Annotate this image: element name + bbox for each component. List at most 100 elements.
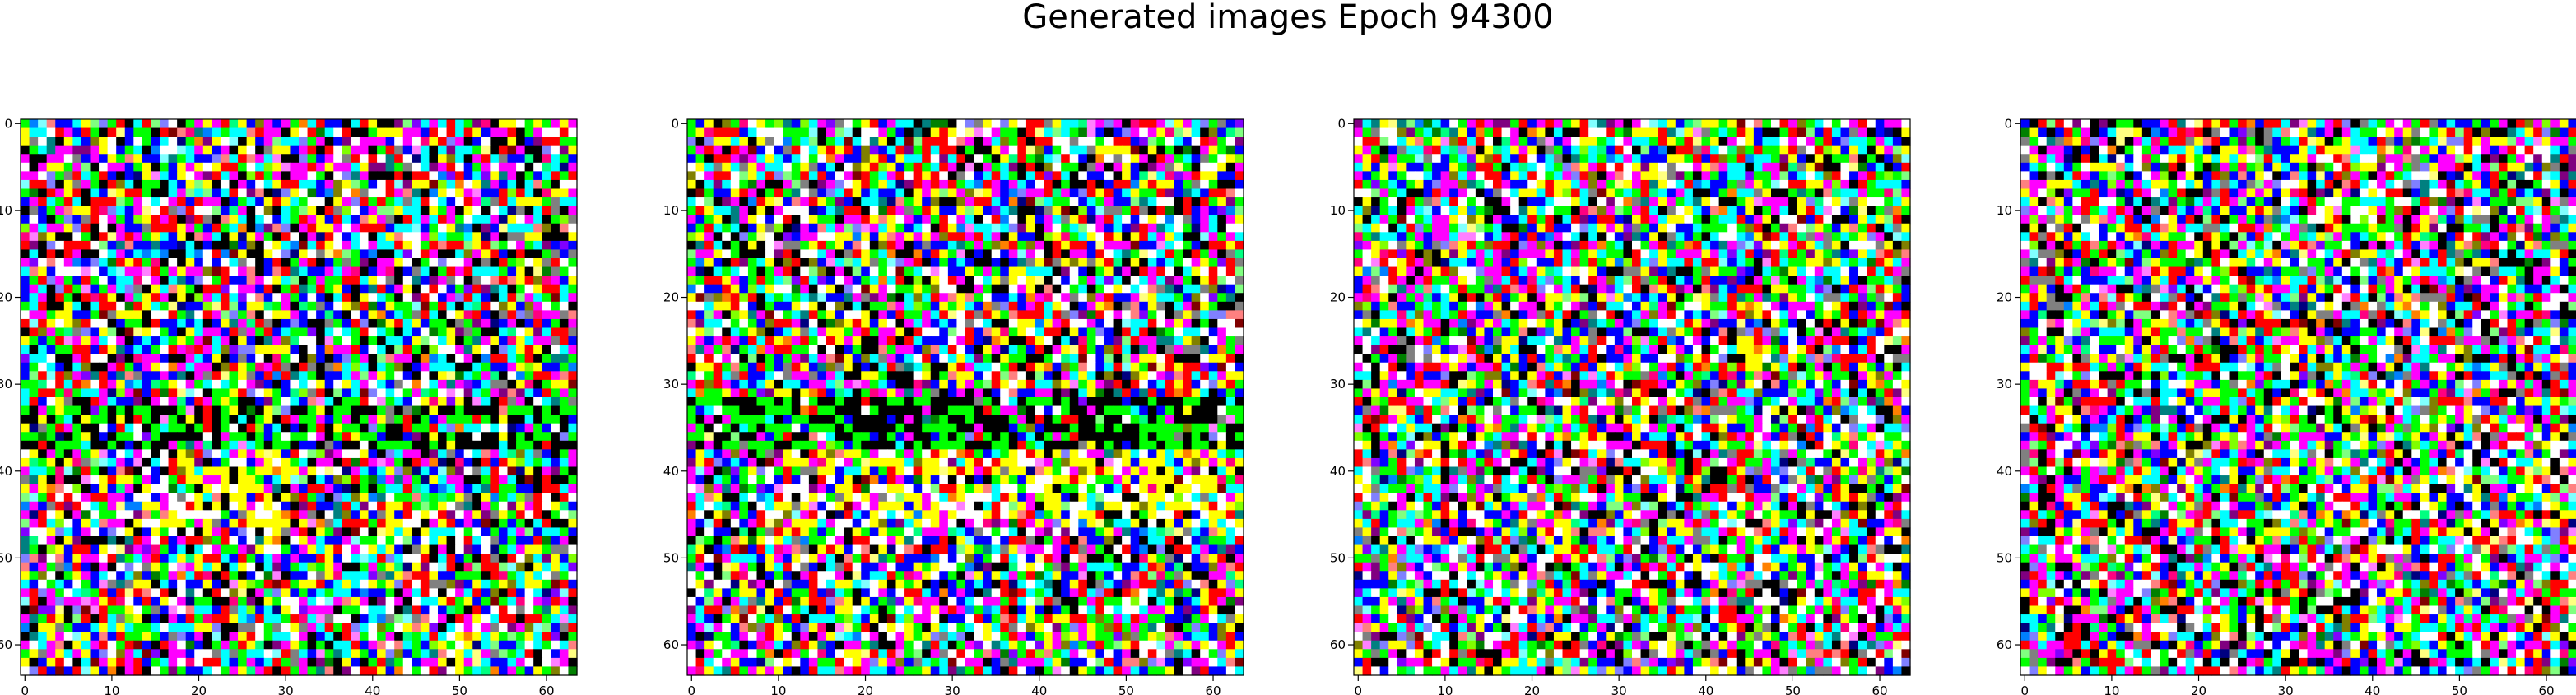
pixel: [72, 301, 82, 311]
pixel: [220, 293, 230, 303]
pixel: [878, 223, 888, 233]
pixel: [956, 223, 966, 233]
pixel: [177, 501, 187, 511]
pixel: [142, 145, 152, 155]
pixel: [342, 145, 351, 155]
pixel: [455, 554, 465, 563]
pixel: [438, 354, 448, 364]
pixel: [38, 397, 48, 407]
pixel: [351, 466, 360, 476]
pixel: [429, 171, 439, 181]
pixel: [481, 301, 491, 311]
pixel: [377, 544, 387, 554]
pixel: [463, 405, 473, 415]
pixel: [377, 640, 387, 650]
pixel: [1061, 206, 1071, 215]
pixel: [194, 554, 204, 563]
pixel: [800, 137, 810, 146]
pixel: [81, 206, 91, 215]
pixel: [481, 501, 491, 511]
pixel: [568, 318, 578, 329]
pixel: [316, 119, 326, 129]
pixel: [90, 544, 100, 554]
pixel: [263, 596, 273, 607]
pixel: [81, 614, 91, 624]
pixel: [368, 336, 378, 346]
pixel: [861, 137, 871, 146]
pixel: [359, 397, 370, 407]
pixel: [368, 249, 378, 259]
pixel: [116, 484, 126, 493]
pixel: [202, 127, 212, 137]
pixel: [808, 223, 819, 233]
pixel: [844, 119, 853, 129]
pixel: [385, 484, 395, 493]
pixel: [377, 284, 387, 294]
pixel: [160, 354, 170, 364]
pixel: [81, 276, 91, 285]
pixel: [359, 345, 370, 354]
pixel: [507, 310, 517, 320]
pixel: [886, 162, 897, 172]
pixel: [21, 596, 30, 607]
pixel: [46, 310, 56, 320]
pixel: [446, 293, 456, 303]
pixel: [238, 154, 248, 164]
pixel: [333, 501, 343, 511]
pixel: [229, 605, 239, 615]
pixel: [151, 179, 160, 190]
pixel: [142, 475, 152, 485]
pixel: [229, 484, 239, 493]
pixel: [1183, 223, 1193, 233]
pixel: [38, 640, 48, 650]
pixel: [72, 649, 82, 659]
pixel: [1225, 162, 1236, 172]
pixel: [160, 379, 170, 390]
pixel: [333, 345, 343, 354]
pixel: [63, 223, 73, 233]
x-tick-label: 20: [191, 683, 207, 695]
pixel: [947, 137, 958, 146]
pixel: [342, 493, 351, 503]
pixel: [168, 301, 178, 311]
pixel: [124, 127, 134, 137]
pixel: [116, 371, 126, 381]
pixel: [516, 657, 526, 668]
y-tick-label: 50: [0, 550, 12, 565]
pixel: [472, 657, 482, 668]
pixel: [377, 301, 387, 311]
pixel: [124, 432, 134, 442]
pixel: [160, 206, 170, 215]
pixel: [359, 405, 370, 415]
pixel: [498, 206, 509, 215]
pixel: [1000, 206, 1010, 215]
pixel: [220, 354, 230, 364]
pixel: [498, 249, 509, 259]
pixel: [498, 579, 509, 589]
pixel: [90, 301, 100, 311]
pixel: [377, 197, 387, 207]
pixel: [29, 310, 39, 320]
pixel: [185, 423, 195, 433]
pixel: [46, 345, 56, 354]
pixel: [99, 423, 109, 433]
pixel: [542, 466, 551, 476]
pixel: [551, 284, 560, 294]
pixel: [316, 579, 326, 589]
pixel: [168, 388, 178, 398]
pixel: [21, 632, 30, 642]
pixel: [429, 301, 439, 311]
pixel: [342, 432, 351, 442]
pixel: [55, 588, 65, 598]
pixel: [542, 197, 551, 207]
pixel: [377, 336, 387, 346]
pixel: [324, 345, 334, 354]
pixel: [429, 440, 439, 450]
pixel: [99, 475, 109, 485]
pixel: [21, 423, 30, 433]
pixel: [1000, 145, 1010, 155]
pixel: [791, 188, 801, 198]
pixel: [438, 345, 448, 354]
pixel: [844, 223, 853, 233]
pixel: [1191, 188, 1201, 198]
